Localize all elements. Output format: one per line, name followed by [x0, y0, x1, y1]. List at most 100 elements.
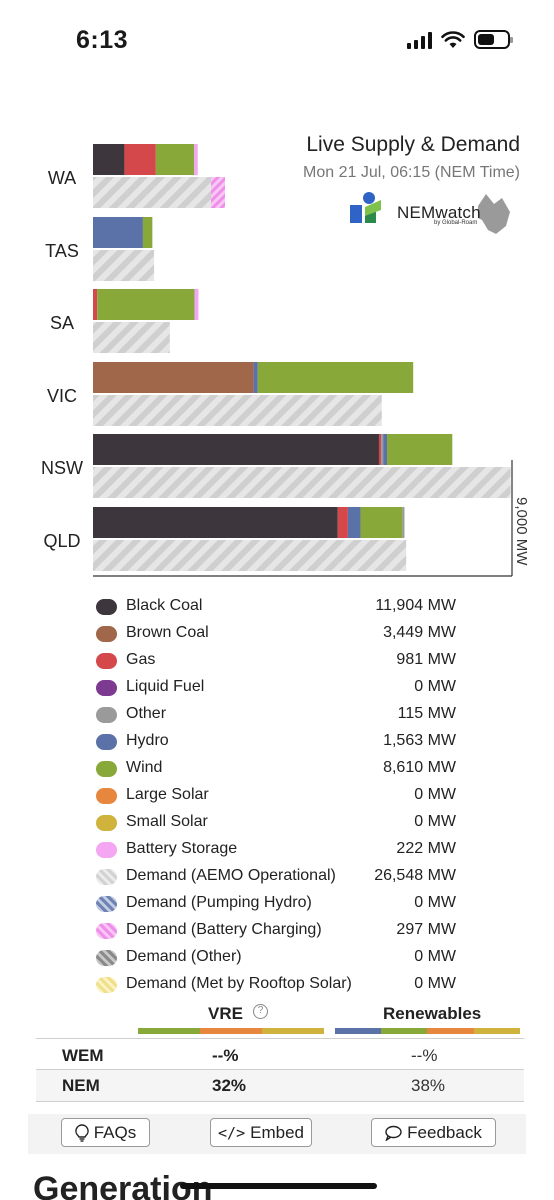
supply-bar-segment-black-coal[interactable] — [93, 144, 125, 175]
battery-icon — [474, 30, 513, 49]
renewables-header: Renewables — [383, 1004, 482, 1023]
legend-item[interactable]: Demand (Battery Charging) 297 MW — [96, 918, 476, 945]
supply-demand-chart: WA TAS SA VIC NSW QLD 9,000 MW — [41, 144, 530, 577]
logo-subtext: by Global-Roam — [434, 220, 478, 226]
legend-item[interactable]: Black Coal 11,904 MW — [96, 594, 476, 621]
legend-item[interactable]: Hydro 1,563 MW — [96, 729, 476, 756]
region-label: TAS — [45, 241, 79, 261]
lightbulb-icon — [75, 1123, 89, 1142]
embed-button[interactable]: </> Embed — [210, 1118, 312, 1147]
legend-swatch — [96, 734, 117, 750]
status-icons — [407, 30, 513, 49]
status-time: 6:13 — [76, 26, 129, 54]
home-indicator[interactable] — [180, 1183, 377, 1189]
legend-label: Small Solar — [126, 813, 208, 830]
demand-bar[interactable] — [93, 250, 155, 281]
demand-battery-charging-segment[interactable] — [211, 177, 225, 208]
legend-label: Wind — [126, 759, 163, 776]
vre-strip-wind — [138, 1028, 200, 1034]
supply-bar-segment-black-coal[interactable] — [93, 507, 338, 538]
demand-bar[interactable] — [93, 395, 382, 426]
supply-bar-segment-wind[interactable] — [142, 217, 153, 248]
legend-item[interactable]: Demand (Pumping Hydro) 0 MW — [96, 891, 476, 918]
ren-strip-small-solar — [474, 1028, 520, 1034]
chart-subtitle: Mon 21 Jul, 06:15 (NEM Time) — [303, 164, 520, 181]
legend-label: Demand (Other) — [126, 948, 242, 965]
supply-bar-segment-hydro[interactable] — [383, 434, 387, 465]
legend-item[interactable]: Large Solar 0 MW — [96, 783, 476, 810]
region-label: NSW — [41, 458, 83, 478]
supply-bar-segment-battery[interactable] — [194, 289, 199, 320]
supply-bar-segment-battery[interactable] — [194, 144, 198, 175]
ren-strip-hydro — [335, 1028, 381, 1034]
supply-bar-segment-other[interactable] — [381, 434, 384, 465]
chart-bars-group: WA TAS SA VIC NSW QLD — [41, 144, 511, 571]
feedback-button[interactable]: Feedback — [371, 1118, 496, 1147]
help-icon[interactable]: ? — [253, 1004, 268, 1019]
legend-value: 11,904 MW — [375, 597, 456, 614]
demand-bar[interactable] — [93, 322, 170, 353]
legend-value: 297 MW — [396, 921, 456, 938]
supply-bar-segment-black-coal[interactable] — [93, 434, 379, 465]
legend-swatch — [96, 653, 117, 669]
legend-swatch — [96, 896, 117, 912]
supply-bar-segment-gas[interactable] — [124, 144, 156, 175]
legend: Black Coal 11,904 MW Brown Coal 3,449 MW Gas… — [96, 594, 476, 999]
legend-swatch — [96, 923, 117, 939]
legend-swatch — [96, 761, 117, 777]
legend-item[interactable]: Demand (Other) 0 MW — [96, 945, 476, 972]
legend-swatch — [96, 869, 117, 885]
legend-label: Hydro — [126, 732, 169, 749]
supply-bar-segment-wind[interactable] — [360, 507, 403, 538]
supply-bar-segment-other[interactable] — [402, 507, 405, 538]
supply-bar-segment-wind[interactable] — [257, 362, 414, 393]
legend-label: Gas — [126, 651, 156, 668]
supply-bar-segment-hydro[interactable] — [93, 217, 143, 248]
demand-bar[interactable] — [93, 540, 407, 571]
legend-item[interactable]: Demand (Met by Rooftop Solar) 0 MW — [96, 972, 476, 999]
demand-bar[interactable] — [93, 177, 212, 208]
supply-bar-segment-hydro[interactable] — [253, 362, 258, 393]
supply-bar-segment-hydro[interactable] — [347, 507, 361, 538]
axis-max-label: 9,000 MW — [513, 497, 530, 566]
legend-item[interactable]: Brown Coal 3,449 MW — [96, 621, 476, 648]
legend-swatch — [96, 707, 117, 723]
supply-bar-segment-wind[interactable] — [386, 434, 453, 465]
legend-item[interactable]: Battery Storage 222 MW — [96, 837, 476, 864]
legend-item[interactable]: Demand (AEMO Operational) 26,548 MW — [96, 864, 476, 891]
legend-value: 0 MW — [414, 813, 456, 830]
legend-swatch — [96, 680, 117, 696]
legend-swatch — [96, 977, 117, 993]
supply-bar-segment-gas[interactable] — [337, 507, 348, 538]
demand-bar[interactable] — [93, 467, 511, 498]
legend-swatch — [96, 842, 117, 858]
nemwatch-logo-icon — [350, 192, 510, 234]
legend-label: Battery Storage — [126, 840, 238, 857]
vre-value: --% — [212, 1046, 239, 1065]
legend-value: 0 MW — [414, 894, 456, 911]
supply-bar-segment-gas[interactable] — [93, 289, 98, 320]
table-mid-border — [36, 1069, 524, 1070]
legend-value: 26,548 MW — [374, 867, 456, 884]
legend-item[interactable]: Small Solar 0 MW — [96, 810, 476, 837]
legend-swatch — [96, 626, 117, 642]
legend-label: Large Solar — [126, 786, 209, 803]
renewables-value: 38% — [411, 1076, 446, 1095]
legend-value: 0 MW — [414, 975, 456, 992]
legend-item[interactable]: Other 115 MW — [96, 702, 476, 729]
ren-strip-wind — [381, 1028, 427, 1034]
table-bottom-border — [36, 1101, 524, 1102]
supply-bar-segment-brown-coal[interactable] — [93, 362, 254, 393]
supply-bar-segment-gas[interactable] — [378, 434, 382, 465]
legend-item[interactable]: Gas 981 MW — [96, 648, 476, 675]
legend-item[interactable]: Liquid Fuel 0 MW — [96, 675, 476, 702]
supply-bar-segment-wind[interactable] — [155, 144, 195, 175]
legend-label: Black Coal — [126, 597, 203, 614]
nemwatch-logo[interactable] — [350, 190, 525, 238]
legend-item[interactable]: Wind 8,610 MW — [96, 756, 476, 783]
faqs-button[interactable]: FAQs — [61, 1118, 150, 1147]
renewables-value: --% — [411, 1046, 438, 1065]
embed-label: Embed — [250, 1122, 304, 1142]
supply-bar-segment-wind[interactable] — [97, 289, 195, 320]
vre-header: VRE — [208, 1004, 243, 1023]
